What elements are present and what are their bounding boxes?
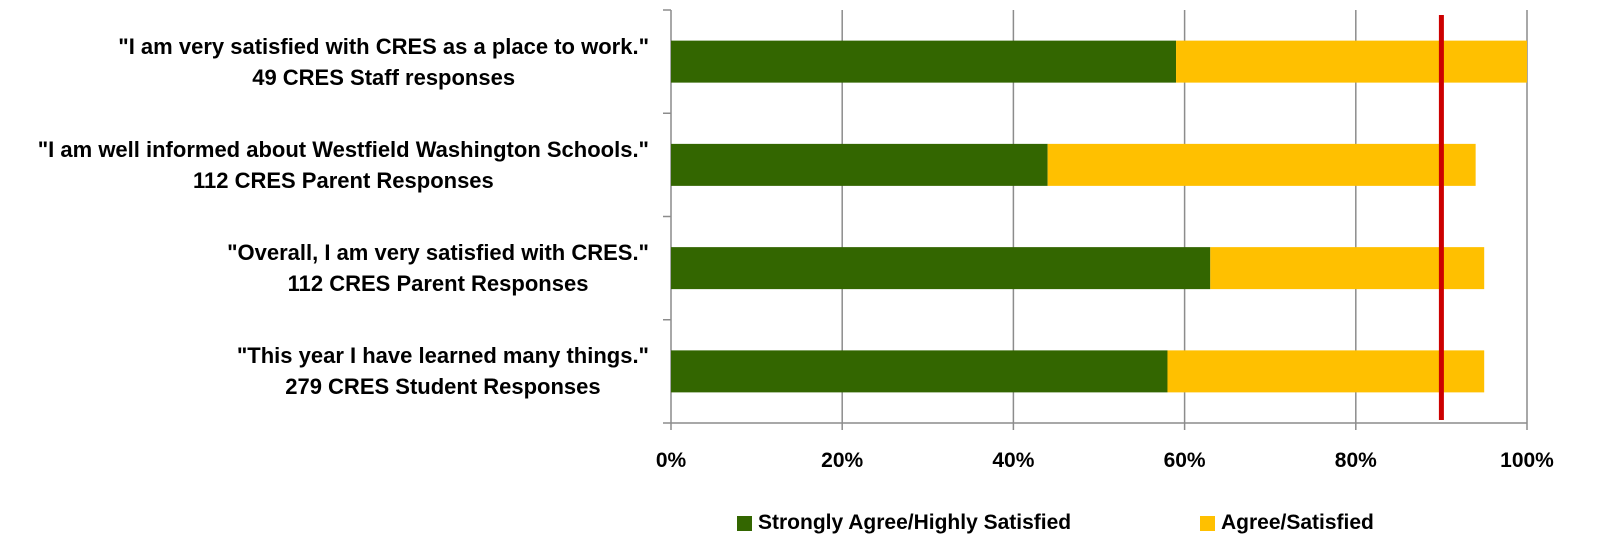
- bar-agree-3: [1167, 350, 1485, 393]
- category-question: "I am well informed about Westfield Wash…: [37, 136, 649, 162]
- bar-agree-0: [1176, 40, 1527, 83]
- bar-strongly-agree-1: [671, 143, 1048, 186]
- x-tick-label: 40%: [992, 449, 1035, 472]
- category-responses: 112 CRES Parent Responses: [192, 167, 494, 193]
- x-tick-label: 80%: [1334, 449, 1377, 472]
- legend-item-agree: Agree/Satisfied: [1200, 511, 1374, 535]
- category-question: "This year I have learned many things.": [236, 343, 649, 369]
- category-label-1: "I am well informed about Westfield Wash…: [38, 134, 649, 196]
- legend-swatch-strongly-agree: [737, 515, 752, 531]
- x-tick-label: 20%: [821, 449, 864, 472]
- category-responses: 112 CRES Parent Responses: [287, 271, 589, 297]
- bar-agree-2: [1210, 247, 1485, 290]
- category-question: "I am very satisfied with CRES as a plac…: [118, 33, 649, 59]
- x-tick-label: 100%: [1500, 449, 1554, 472]
- bar-strongly-agree-2: [671, 247, 1211, 290]
- x-tick-label: 60%: [1163, 449, 1206, 472]
- category-question: "Overall, I am very satisfied with CRES.…: [227, 240, 649, 266]
- category-label-3: "This year I have learned many things." 2…: [237, 340, 649, 402]
- bar-strongly-agree-3: [671, 350, 1168, 393]
- category-label-2: "Overall, I am very satisfied with CRES.…: [227, 237, 649, 299]
- category-responses: 279 CRES Student Responses: [285, 374, 601, 400]
- legend-label-agree: Agree/Satisfied: [1221, 511, 1374, 534]
- legend-label-strongly-agree: Strongly Agree/Highly Satisfied: [758, 511, 1072, 534]
- legend-item-strongly-agree: Strongly Agree/Highly Satisfied: [737, 511, 1071, 535]
- bar-agree-1: [1047, 143, 1476, 186]
- x-tick-label: 0%: [655, 449, 687, 472]
- category-responses: 49 CRES Staff responses: [252, 64, 516, 90]
- bar-strongly-agree-0: [671, 40, 1177, 83]
- legend-swatch-agree: [1200, 515, 1215, 531]
- category-label-0: "I am very satisfied with CRES as a plac…: [118, 31, 649, 93]
